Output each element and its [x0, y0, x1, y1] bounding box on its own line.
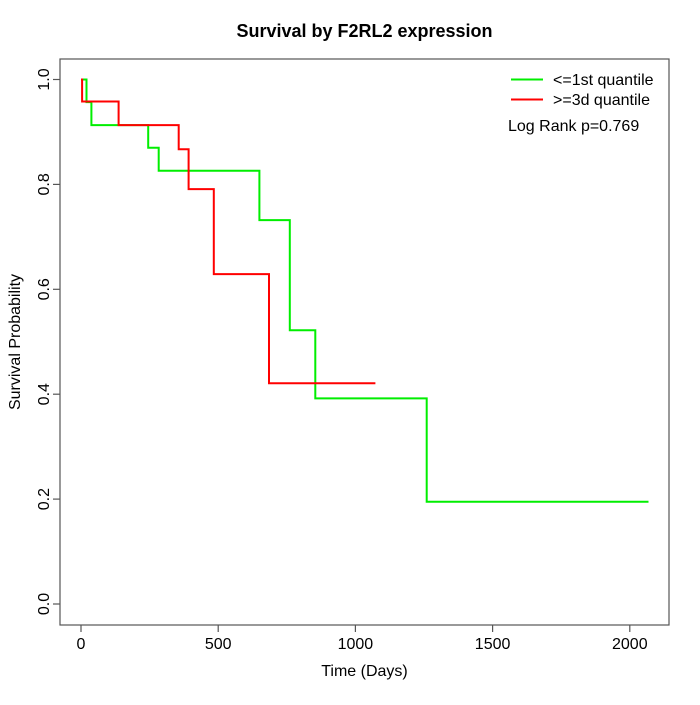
x-tick-label: 500	[205, 636, 232, 653]
x-tick-label: 2000	[612, 636, 648, 653]
axis-ticks: 0 500 1000 1500 2000 0.0 0.2 0.4 0.6 0.8 1.0	[36, 68, 648, 653]
x-tick-label: 1500	[475, 636, 511, 653]
x-tick-label: 0	[77, 636, 86, 653]
legend-label-high-expression: >=3d quantile	[553, 92, 650, 109]
survival-curves	[81, 78, 649, 503]
chart-title: Survival by F2RL2 expression	[236, 21, 492, 41]
y-tick-label: 0.4	[36, 383, 53, 405]
plot-box	[59, 58, 670, 626]
y-tick-label: 1.0	[36, 68, 53, 90]
logrank-pvalue-annotation: Log Rank p=0.769	[508, 118, 639, 135]
y-tick-label: 0.6	[36, 278, 53, 300]
y-axis-label: Survival Probability	[7, 274, 24, 410]
survival-curve-high-expression	[81, 78, 376, 385]
y-tick-label: 0.0	[36, 593, 53, 615]
survival-curve-low-expression	[81, 78, 649, 503]
legend: <=1st quantile >=3d quantile Log Rank p=…	[508, 72, 654, 135]
legend-label-low-expression: <=1st quantile	[553, 72, 654, 89]
y-tick-label: 0.2	[36, 488, 53, 510]
x-axis-label: Time (Days)	[321, 663, 408, 680]
y-tick-label: 0.8	[36, 173, 53, 195]
x-tick-label: 1000	[338, 636, 374, 653]
